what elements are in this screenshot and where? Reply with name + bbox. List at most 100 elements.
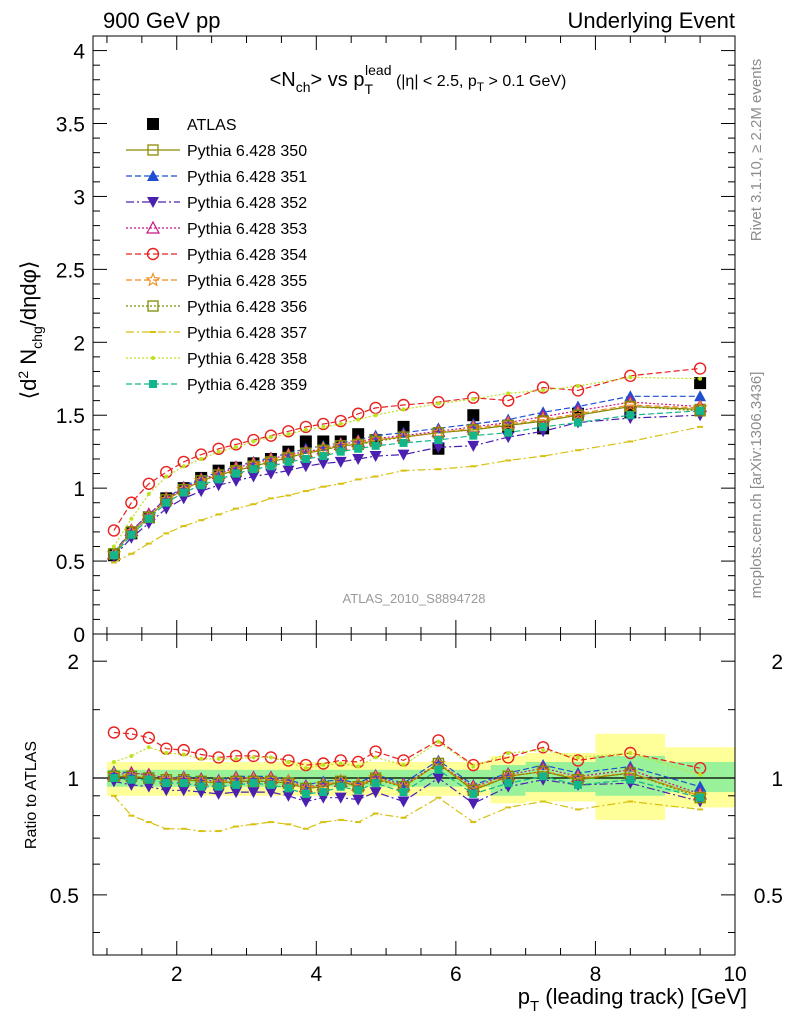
ratio-data-point (266, 780, 275, 789)
ratio-series (106, 726, 708, 833)
data-point (334, 456, 347, 468)
data-point (299, 461, 312, 473)
x-tick-label: 4 (310, 963, 322, 986)
y-tick-label: 3.5 (56, 114, 85, 137)
legend-label: Pythia 6.428 355 (187, 273, 307, 290)
data-point (336, 447, 345, 456)
ratio-data-point (216, 756, 221, 761)
legend-label: Pythia 6.428 359 (187, 377, 307, 394)
legend-label: Pythia 6.428 354 (187, 247, 307, 264)
ratio-data-point (436, 739, 441, 744)
ratio-data-point (432, 734, 445, 747)
legend-marker (147, 144, 159, 156)
ratio-data-point (142, 731, 156, 744)
ratio-data-point (399, 788, 408, 797)
main-title: <Nch> vs pTlead (|η| < 2.5, pT > 0.1 GeV… (270, 62, 567, 97)
data-point (230, 475, 243, 487)
y-tick-label: 4 (73, 41, 85, 64)
ratio-series-line (113, 762, 701, 799)
ratio-series-8 (111, 739, 703, 777)
data-point (317, 458, 330, 470)
ratio-series-line (113, 795, 701, 832)
ratio-y-tick-label-right: 0.5 (754, 885, 783, 908)
legend-marker (146, 247, 160, 261)
data-point (286, 432, 291, 437)
data-point (303, 427, 308, 432)
data-point (299, 435, 312, 448)
legend-marker (151, 356, 155, 360)
data-point (164, 474, 169, 479)
ratio-data-point (177, 785, 190, 797)
data-point (573, 418, 582, 427)
series-8 (110, 425, 704, 564)
ratio-data-point (232, 780, 241, 789)
data-point (536, 381, 550, 394)
data-point (694, 390, 707, 402)
data-point (144, 514, 153, 523)
data-point (356, 417, 361, 422)
main-series (106, 362, 708, 564)
data-point (354, 444, 363, 453)
legend-label: Pythia 6.428 352 (187, 195, 307, 212)
ratio-y-label: Ratio to ATLAS (23, 741, 40, 849)
legend-label: ATLAS (187, 117, 237, 134)
ratio-y-tick-label-right: 1 (771, 768, 783, 791)
data-point (467, 409, 480, 422)
ratio-data-point (338, 761, 343, 766)
ratio-data-point (506, 751, 511, 756)
data-point (247, 433, 260, 447)
legend-label: Pythia 6.428 358 (187, 351, 307, 368)
data-point (399, 438, 408, 447)
ratio-data-point (623, 762, 638, 776)
y-tick-label: 3 (73, 186, 85, 209)
x-axis-title: pT (leading track) [GeV] (518, 984, 747, 1015)
ratio-data-point (286, 759, 291, 764)
ratio-data-point (214, 782, 223, 791)
ratio-data-point (251, 755, 256, 760)
ratio-data-point (268, 755, 273, 760)
x-tick-label: 6 (450, 963, 462, 986)
main-y-axis-title: ⟨d2 Nchg/dηdφ⟩ (15, 261, 45, 400)
side-label-top: Rivet 3.1.10, ≥ 2.2M events (748, 59, 765, 242)
data-point (216, 449, 221, 454)
ratio-data-point (539, 772, 548, 781)
data-point (541, 388, 546, 393)
ratio-data-point (160, 785, 173, 797)
legend-marker (145, 271, 161, 287)
series-line (113, 367, 701, 531)
ratio-series-7 (110, 794, 704, 833)
data-point (694, 377, 707, 390)
ratio-data-point (575, 755, 580, 760)
legend-entry: Pythia 6.428 352 (126, 195, 307, 212)
ratio-data-point (694, 792, 706, 804)
y-tick-label: 1 (73, 478, 85, 501)
ratio-data-point (127, 775, 136, 784)
ratio-data-point (142, 781, 155, 793)
data-point (373, 413, 378, 418)
data-point (197, 481, 206, 490)
ratio-data-point (624, 746, 637, 760)
data-point (214, 475, 223, 484)
ratio-data-point (264, 787, 277, 799)
data-point (282, 465, 295, 477)
ratio-data-point (698, 772, 703, 777)
data-point (693, 362, 707, 375)
ratio-data-point (197, 782, 206, 791)
data-point (319, 452, 328, 461)
ratio-data-point (319, 788, 328, 797)
ratio-data-point (179, 779, 188, 788)
legend-marker (147, 300, 159, 312)
ratio-data-point (434, 765, 443, 774)
data-point (506, 391, 511, 396)
ratio-series-line (113, 762, 701, 795)
data-point (181, 464, 186, 469)
series-5 (107, 362, 707, 537)
data-point (352, 453, 365, 465)
ratio-data-point (229, 749, 243, 763)
ratio-y-tick-label: 0.5 (50, 885, 79, 908)
series-line (113, 426, 701, 564)
y-tick-label: 2 (73, 332, 85, 355)
data-point (471, 397, 476, 402)
ratio-data-point (144, 775, 153, 784)
